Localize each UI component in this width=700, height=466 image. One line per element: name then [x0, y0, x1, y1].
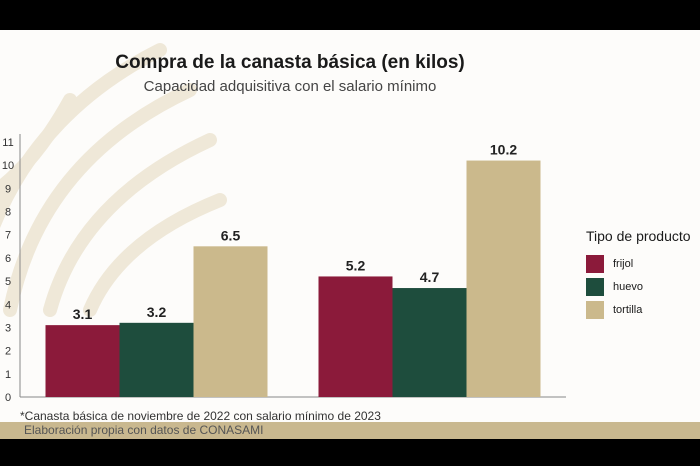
legend-item-frijol: frijol	[586, 252, 691, 275]
legend-label-huevo: huevo	[613, 280, 643, 293]
legend-swatch-huevo	[586, 277, 604, 296]
data-label-huevo-1: 4.7	[420, 269, 440, 285]
y-tick-label: 2	[5, 346, 11, 358]
legend-item-huevo: huevo	[586, 275, 691, 298]
bar-frijol-1	[318, 276, 393, 397]
y-tick-label: 6	[5, 253, 11, 265]
footer-gold-band	[0, 422, 700, 439]
y-tick-label: 7	[5, 230, 11, 242]
legend: Tipo de producto frijol huevo tortilla	[586, 228, 691, 321]
data-label-huevo-0: 3.2	[147, 304, 167, 320]
chart-subtitle: Capacidad adquisitiva con el salario mín…	[143, 78, 437, 95]
legend-swatch-tortilla	[586, 300, 604, 319]
video-letterbox-top	[0, 0, 700, 30]
y-tick-label: 1	[5, 369, 11, 381]
source-note: Elaboración propia con datos de CONASAMI	[24, 423, 264, 437]
bar-huevo-1	[392, 288, 467, 397]
bar-tortilla-0	[193, 246, 268, 397]
bar-huevo-0	[119, 322, 194, 397]
y-tick-label: 10	[2, 160, 14, 172]
y-tick-label: 0	[5, 392, 11, 404]
bar-tortilla-1	[466, 160, 541, 397]
data-label-tortilla-0: 6.5	[221, 227, 241, 243]
y-tick-label: 5	[5, 276, 11, 288]
data-label-tortilla-1: 10.2	[490, 142, 517, 158]
legend-label-frijol: frijol	[613, 257, 634, 270]
y-tick-label: 9	[5, 183, 11, 195]
data-label-frijol-1: 5.2	[346, 257, 366, 273]
legend-swatch-frijol	[586, 254, 604, 273]
y-tick-label: 4	[5, 299, 11, 311]
legend-title: Tipo de producto	[586, 228, 691, 244]
data-label-frijol-0: 3.1	[73, 306, 93, 322]
chart-title: Compra de la canasta básica (en kilos)	[115, 52, 465, 73]
legend-label-tortilla: tortilla	[613, 303, 643, 316]
footnote: *Canasta básica de noviembre de 2022 con…	[20, 409, 381, 423]
y-tick-label: 11	[2, 137, 13, 149]
legend-item-tortilla: tortilla	[586, 298, 691, 321]
y-tick-label: 3	[5, 322, 11, 334]
y-tick-label: 8	[5, 207, 11, 219]
video-letterbox-bottom	[0, 439, 700, 466]
slide: Compra de la canasta básica (en kilos) C…	[0, 30, 700, 439]
bar-frijol-0	[45, 325, 120, 397]
